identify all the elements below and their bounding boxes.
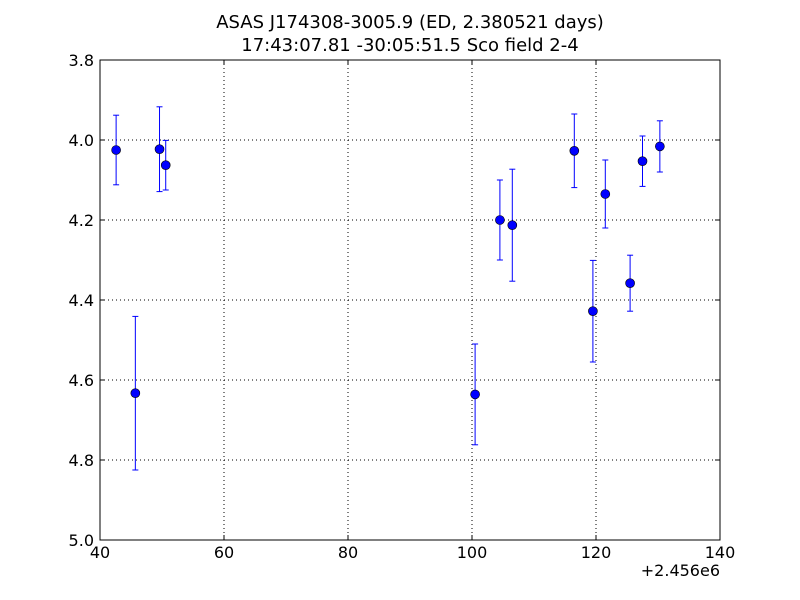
data-point (470, 389, 480, 400)
x-tick-label: 100 (457, 543, 488, 562)
data-point (637, 156, 648, 166)
data-point (655, 141, 665, 152)
y-tick-label: 4.0 (69, 131, 94, 150)
data-point (130, 388, 141, 399)
data-point (495, 215, 505, 225)
chart-title: ASAS J174308-3005.9 (ED, 2.380521 days) (216, 12, 604, 33)
y-tick-label: 5.0 (69, 531, 94, 550)
x-tick-label: 120 (581, 543, 612, 562)
y-tick-label: 4.4 (69, 291, 94, 310)
data-point (569, 146, 580, 156)
data-point (111, 145, 121, 155)
chart-subtitle: 17:43:07.81 -30:05:51.5 Sco field 2-4 (241, 35, 579, 56)
y-tick-label: 4.2 (69, 211, 94, 230)
data-point (154, 144, 165, 154)
data-point (160, 160, 171, 170)
x-offset-label: +2.456e6 (641, 561, 720, 580)
x-tick-label: 140 (705, 543, 736, 562)
x-tick-label: 40 (90, 543, 110, 562)
x-tick-label: 80 (338, 543, 358, 562)
y-tick-label: 3.8 (69, 51, 94, 70)
x-tick-label: 60 (214, 543, 234, 562)
data-point (625, 278, 635, 289)
y-tick-label: 4.8 (69, 451, 94, 470)
data-point (600, 189, 611, 199)
y-tick-label: 4.6 (69, 371, 94, 390)
data-point (588, 306, 598, 317)
data-point (507, 220, 518, 230)
